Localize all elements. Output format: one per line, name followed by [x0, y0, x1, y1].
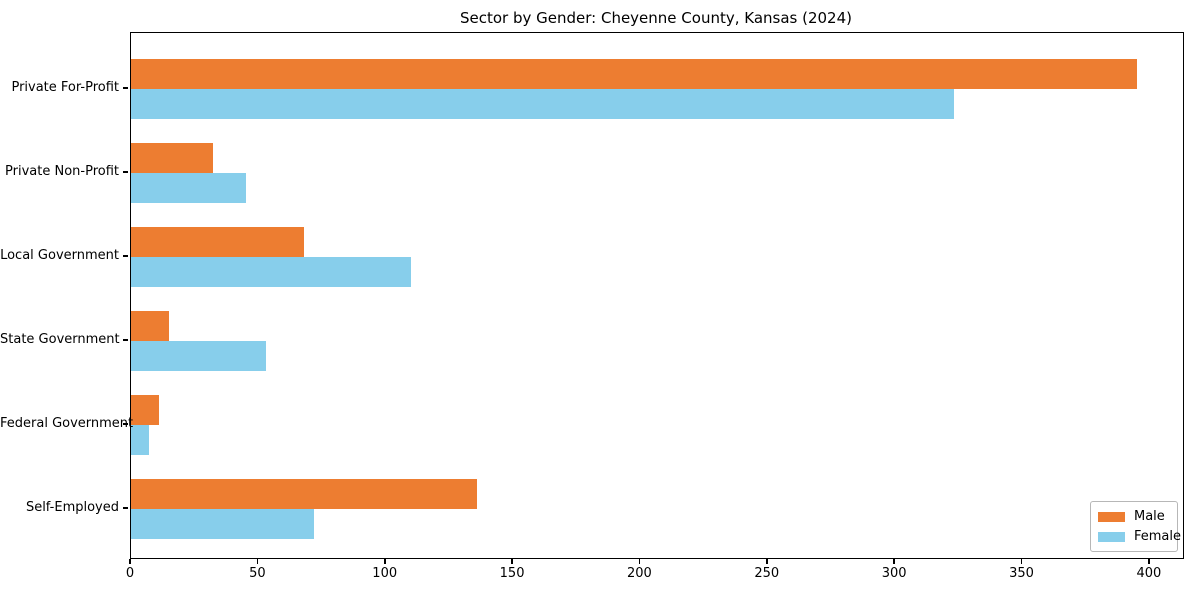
chart-title: Sector by Gender: Cheyenne County, Kansa…: [459, 9, 852, 27]
x-axis-tick: [766, 558, 768, 564]
bar-female-5: [131, 509, 315, 539]
legend-label-male: Male: [1134, 509, 1165, 524]
bar-male-4: [131, 395, 160, 425]
female-series-swatch: [1098, 531, 1125, 542]
bar-female-3: [131, 341, 266, 371]
y-axis-tick: [123, 171, 129, 173]
x-tick-label: 400: [1136, 566, 1162, 581]
legend-item-male: Male: [1098, 509, 1169, 524]
y-axis-tick: [123, 423, 129, 425]
x-axis-tick: [1020, 558, 1023, 564]
x-axis-tick: [638, 558, 641, 564]
bar-female-1: [131, 173, 246, 203]
y-category-label: Private Non-Profit: [5, 164, 119, 179]
x-tick-label: 350: [1009, 566, 1034, 581]
legend: Male Female: [1090, 501, 1181, 552]
x-tick-label: 300: [881, 566, 907, 581]
x-axis-tick: [256, 558, 259, 564]
y-category-label: Local Government: [0, 248, 119, 263]
bar-female-0: [131, 89, 954, 119]
x-axis-tick: [511, 558, 513, 564]
bar-male-0: [131, 59, 1138, 89]
x-tick-label: 50: [249, 566, 266, 581]
plot-area: [130, 32, 1184, 559]
bar-male-3: [131, 311, 170, 341]
x-axis-tick: [129, 558, 131, 564]
y-axis-tick: [123, 507, 129, 509]
bar-male-1: [131, 143, 213, 173]
bar-male-2: [131, 227, 305, 257]
legend-label-female: Female: [1134, 529, 1182, 544]
x-axis-tick: [1148, 558, 1150, 564]
y-axis-tick: [123, 339, 129, 341]
y-axis-tick: [123, 255, 129, 257]
y-axis-tick: [123, 87, 129, 89]
y-category-label: State Government: [0, 332, 120, 347]
bar-male-5: [131, 479, 478, 509]
x-tick-label: 250: [754, 566, 780, 581]
y-category-label: Private For-Profit: [11, 80, 119, 95]
x-tick-label: 150: [499, 566, 525, 581]
bar-female-4: [131, 425, 149, 455]
y-category-label: Federal Government: [0, 416, 134, 431]
x-tick-label: 100: [372, 566, 398, 581]
male-series-swatch: [1098, 511, 1125, 522]
x-tick-label: 0: [125, 566, 135, 581]
x-axis-tick: [893, 558, 895, 564]
x-axis-tick: [383, 558, 386, 564]
bar-female-2: [131, 257, 412, 287]
y-category-label: Self-Employed: [25, 500, 119, 515]
x-tick-label: 200: [627, 566, 652, 581]
legend-item-female: Female: [1098, 529, 1181, 544]
